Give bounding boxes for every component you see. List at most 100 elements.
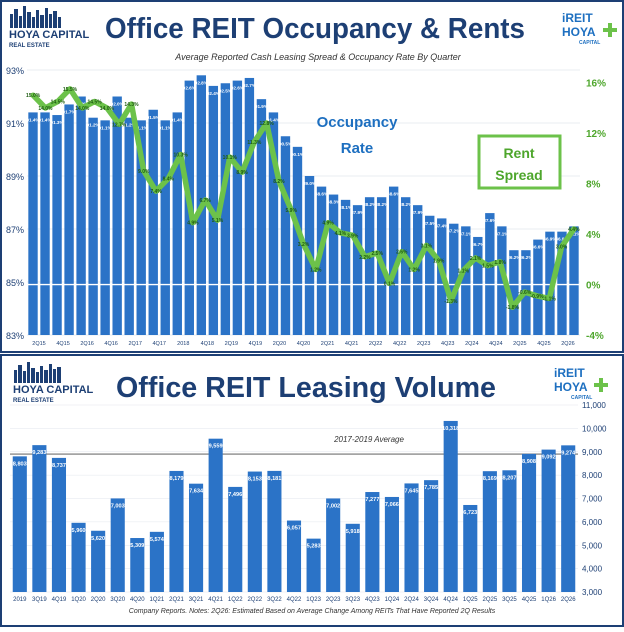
bottom-y-tick-label: 4,000: [582, 565, 603, 574]
occupancy-bar: [461, 226, 471, 335]
rent-spread-label: 2.2%: [359, 255, 371, 261]
logo-left-bottom-line2: REAL ESTATE: [13, 398, 54, 404]
occupancy-bar-label: 91.3%: [51, 120, 64, 125]
bottom-x-tick-label: 3Q20: [110, 597, 125, 603]
occupancy-bar: [485, 213, 495, 335]
leasing-volume-bar: [541, 449, 556, 592]
logo-left-line1: HOYA CAPITAL: [9, 29, 90, 41]
leasing-volume-bar: [326, 498, 341, 592]
top-left-tick-label: 83%: [6, 331, 24, 341]
occupancy-bar: [425, 215, 435, 335]
leasing-volume-bar-label: 9,092: [542, 455, 556, 461]
occupancy-bar-label: 88.1%: [339, 205, 352, 210]
top-x-tick-label: 2Q17: [128, 341, 141, 347]
bottom-x-tick-label: 3Q21: [189, 597, 204, 603]
rent-spread-label: 5.1%: [212, 218, 224, 224]
occupancy-bar: [148, 109, 158, 335]
occupancy-bar-label: 87.4%: [435, 223, 448, 228]
rent-spread-label: 2.6%: [396, 250, 408, 256]
skyline-icon: [10, 6, 61, 28]
leasing-volume-bar-label: 7,277: [365, 497, 379, 503]
leasing-volume-bar-label: 6,057: [287, 526, 301, 532]
rent-spread-label: 7.4%: [150, 189, 162, 195]
occupancy-bar-label: 87.5%: [423, 221, 436, 226]
leasing-volume-bar-label: 7,645: [405, 488, 419, 494]
rent-spread-label: 4.4%: [568, 227, 580, 233]
rent-spread-label: 1.2%: [310, 267, 322, 273]
bottom-y-tick-label: 8,000: [582, 471, 603, 480]
leasing-volume-bar: [208, 438, 223, 592]
top-x-tick-label: 2Q19: [225, 341, 238, 347]
top-x-tick-label: 4Q25: [537, 341, 550, 347]
rent-spread-label: 14.0%: [38, 106, 53, 112]
occupancy-bar-label: 91.7%: [63, 109, 76, 114]
occupancy-bar-label: 88.3%: [327, 200, 340, 205]
leasing-volume-chart: 3,000 4,000 5,000 6,000 7,000 8,000 9,000 10,00…: [10, 401, 607, 603]
leasing-volume-bar: [149, 531, 164, 592]
occupancy-bar: [545, 231, 555, 335]
occupancy-bar: [28, 112, 38, 336]
occupancy-bar-label: 92.4%: [207, 91, 220, 96]
rent-spread-label: 14.5%: [51, 100, 66, 106]
bottom-x-tick-label: 1Q26: [541, 597, 556, 603]
leasing-volume-bar: [365, 492, 380, 592]
top-x-tick-label: 2Q20: [273, 341, 286, 347]
leasing-volume-bar-label: 8,179: [169, 476, 183, 482]
bottom-x-tick-label: 4Q22: [287, 597, 302, 603]
occupancy-bar-label: 91.2%: [87, 123, 100, 128]
top-left-tick-label: 89%: [6, 172, 24, 182]
bottom-y-tick-label: 3,000: [582, 588, 603, 597]
leasing-volume-bar: [130, 538, 145, 592]
leasing-volume-bar-label: 5,283: [307, 544, 321, 550]
leasing-volume-bar: [91, 530, 106, 592]
occupancy-bar: [100, 120, 110, 335]
bottom-x-tick-label: 2Q21: [169, 597, 184, 603]
occupancy-bar-label: 91.4%: [26, 117, 39, 122]
occupancy-bar: [388, 186, 399, 335]
leasing-volume-bar: [32, 445, 47, 592]
top-x-tick-label: 4Q16: [104, 341, 117, 347]
bottom-x-tick-label: 2Q20: [91, 597, 106, 603]
leasing-volume-bar: [71, 522, 86, 592]
top-x-tick-label: 2Q26: [561, 341, 574, 347]
rent-spread-label: 8.2%: [273, 179, 285, 185]
top-x-tick-label: 4Q23: [441, 341, 454, 347]
occupancy-bar-label: 92.0%: [111, 102, 124, 107]
top-x-tick-label: 4Q17: [153, 341, 166, 347]
bottom-y-tick-label: 7,000: [582, 495, 603, 504]
leasing-volume-bar-label: 9,283: [32, 450, 46, 456]
top-chart-title: Office REIT Occupancy & Rents: [105, 13, 525, 45]
bottom-x-tick-label: 4Q23: [365, 597, 380, 603]
occupancy-bar: [232, 80, 243, 335]
leasing-volume-bar: [286, 520, 302, 592]
occupancy-bar-label: 91.1%: [159, 125, 172, 130]
occupancy-bar-label: 91.1%: [135, 125, 148, 130]
rent-spread-label: 15.5%: [63, 87, 78, 93]
bottom-footnote: Company Reports. Notes: 2Q26: Estimated …: [129, 608, 496, 615]
leasing-volume-bar-label: 7,785: [424, 485, 438, 491]
rent-spread-label: -0.6%: [518, 290, 532, 296]
occupancy-bar-label: 86.9%: [543, 237, 556, 242]
rent-spread-label: -1.1%: [543, 296, 557, 302]
leasing-volume-bar: [502, 470, 517, 592]
occupancy-bar-label: 87.1%: [567, 231, 580, 236]
leasing-volume-bar-label: 8,169: [483, 476, 497, 482]
top-right-tick-label: 8%: [586, 180, 601, 191]
bottom-x-tick-label: 4Q21: [208, 597, 223, 603]
rent-spread-label: 5.9%: [286, 208, 298, 214]
plus-icon: [594, 378, 608, 392]
occupancy-annotation-line1: Occupancy: [317, 114, 399, 131]
bottom-x-tick-label: 3Q24: [424, 597, 439, 603]
rent-spread-label: 2.1%: [470, 256, 482, 262]
occupancy-bar: [340, 199, 351, 335]
ireit-hoya-logo: iREIT HOYA CAPITAL: [562, 11, 617, 46]
logo-right-bottom-line3: CAPITAL: [571, 395, 592, 401]
top-x-tick-label: 4Q20: [297, 341, 310, 347]
occupancy-bar: [268, 112, 279, 336]
top-left-tick-label: 93%: [6, 66, 24, 76]
rent-spread-label: 15.0%: [26, 93, 41, 99]
leasing-volume-bar: [169, 470, 184, 592]
hoya-capital-logo-bottom: HOYA CAPITAL REAL ESTATE: [13, 362, 94, 404]
occupancy-bar-label: 90.1%: [291, 152, 304, 157]
occupancy-bar: [557, 231, 567, 335]
